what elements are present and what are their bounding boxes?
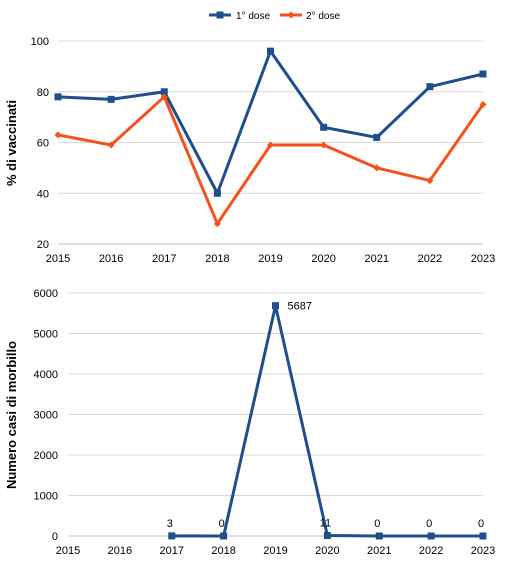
top-x-tick-2022: 2022: [418, 253, 442, 265]
top-x-tick-2019: 2019: [258, 253, 282, 265]
bottom-data-label-2020: 11: [320, 518, 331, 530]
legend-marker-2: [287, 11, 295, 19]
legend-label-2: 2° dose: [306, 11, 340, 22]
top-y-tick-60: 60: [37, 138, 49, 150]
top-series-2-point-2021: [373, 164, 381, 172]
top-series-2-point-2022: [426, 177, 434, 185]
bottom-y-tick-6000: 6000: [34, 288, 58, 300]
bottom-x-tick-2018: 2018: [211, 545, 235, 557]
bottom-y-tick-5000: 5000: [34, 329, 58, 341]
top-series-2-point-2015: [54, 131, 62, 139]
bottom-x-tick-2020: 2020: [315, 545, 339, 557]
top-series-1-point-2019: [267, 47, 274, 55]
top-x-tick-2023: 2023: [471, 253, 495, 265]
bottom-point-2018: [220, 532, 228, 540]
bottom-x-tick-2016: 2016: [108, 545, 132, 557]
top-series-1-point-2020: [320, 123, 328, 131]
top-x-tick-2020: 2020: [311, 253, 335, 265]
bottom-x-tick-2015: 2015: [56, 545, 80, 557]
bottom-chart-y-axis-title: Numero casi di morbillo: [4, 341, 19, 489]
top-chart-y-axis-title: % di vaccinati: [4, 100, 19, 186]
top-y-tick-100: 100: [31, 36, 49, 48]
top-series-1-point-2021: [373, 133, 381, 141]
top-y-tick-40: 40: [37, 188, 49, 200]
legend-marker-1: [216, 11, 224, 19]
top-x-tick-2021: 2021: [365, 253, 389, 265]
top-series-line-2: [57, 95, 485, 226]
bottom-data-label-2023: 0: [478, 518, 484, 530]
bottom-point-2022: [427, 532, 435, 540]
bottom-x-tick-2021: 2021: [367, 545, 391, 557]
bottom-point-2021: [375, 532, 383, 540]
bottom-data-label-2022: 0: [426, 518, 432, 530]
bottom-data-label-2019: 5687: [288, 301, 312, 313]
bottom-data-label-2018: 0: [219, 518, 225, 530]
bottom-point-2019: [272, 302, 279, 310]
bottom-data-label-2017: 3: [167, 518, 173, 530]
top-series-2-point-2019: [267, 141, 274, 149]
bottom-y-tick-4000: 4000: [34, 369, 58, 381]
top-x-tick-2017: 2017: [152, 253, 176, 265]
bottom-x-tick-2019: 2019: [263, 545, 287, 557]
top-series-1-point-2017: [160, 88, 168, 96]
bottom-point-2020: [323, 532, 331, 540]
top-x-tick-2018: 2018: [205, 253, 229, 265]
top-series-line-1: [57, 49, 484, 195]
top-series-1-point-2023: [479, 70, 487, 78]
bottom-series-line: [171, 304, 483, 538]
legend-label-1: 1° dose: [236, 11, 270, 22]
bottom-data-label-2021: 0: [374, 518, 380, 530]
bottom-y-tick-3000: 3000: [34, 410, 58, 422]
bottom-point-2023: [479, 532, 487, 540]
top-series-2-point-2017: [160, 93, 168, 101]
bottom-y-tick-1000: 1000: [34, 491, 58, 503]
top-series-1-point-2022: [426, 83, 434, 91]
bottom-y-tick-0: 0: [52, 531, 58, 543]
top-series-1-point-2015: [54, 93, 62, 101]
top-series-2-point-2016: [107, 141, 115, 149]
top-series-2-point-2018: [213, 220, 221, 228]
top-y-tick-20: 20: [37, 239, 49, 251]
top-series-2-point-2023: [479, 100, 487, 108]
bottom-y-tick-2000: 2000: [34, 450, 58, 462]
top-series-1-point-2018: [213, 189, 221, 197]
bottom-x-tick-2022: 2022: [419, 545, 443, 557]
top-x-tick-2015: 2015: [46, 253, 70, 265]
top-y-tick-80: 80: [37, 87, 49, 99]
bottom-x-tick-2023: 2023: [471, 545, 495, 557]
top-x-tick-2016: 2016: [99, 253, 123, 265]
top-series-2-point-2020: [320, 141, 328, 149]
top-series-1-point-2016: [107, 95, 115, 103]
bottom-point-2017: [168, 532, 176, 540]
bottom-x-tick-2017: 2017: [160, 545, 184, 557]
